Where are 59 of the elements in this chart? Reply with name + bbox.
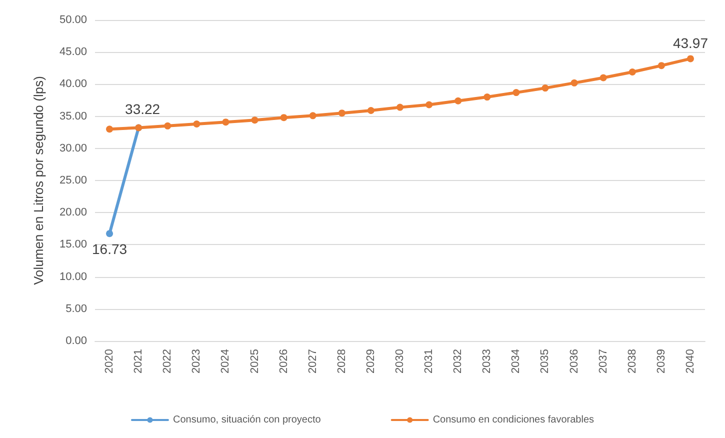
point: [512, 89, 520, 96]
point: [106, 230, 114, 238]
point: [600, 74, 607, 82]
x-tick-label: 2040: [684, 349, 696, 374]
x-tick-label: 2028: [336, 349, 348, 374]
point: [106, 126, 114, 133]
y-tick-label: 50.00: [59, 14, 87, 26]
x-tick-label: 2035: [539, 349, 552, 374]
point: [542, 84, 549, 92]
x-tick-label: 2025: [248, 349, 261, 374]
point: [193, 120, 200, 128]
point: [484, 94, 491, 101]
point: [570, 79, 578, 86]
legend-label: Consumo en condiciones favorables: [432, 414, 594, 426]
x-tick-label: 2037: [597, 349, 610, 374]
x-tick-label: 2039: [655, 349, 668, 374]
x-tick-label: 2021: [132, 349, 145, 374]
y-tick-label: 0.00: [66, 335, 87, 347]
x-tick-label: 2020: [104, 349, 116, 374]
y-tick-label: 10.00: [59, 270, 87, 283]
y-tick-label: 30.00: [59, 142, 87, 154]
point: [251, 116, 258, 124]
point: [686, 55, 694, 62]
x-tick-label: 2024: [220, 349, 232, 374]
y-tick-label: 20.00: [59, 206, 87, 219]
y-tick-label: 35.00: [59, 110, 87, 122]
x-tick-label: 2034: [510, 349, 522, 374]
point: [222, 118, 230, 126]
y-tick-label: 15.00: [59, 238, 87, 251]
x-tick-label: 2038: [626, 349, 638, 374]
point: [338, 110, 346, 117]
y-tick-label: 40.00: [59, 78, 87, 90]
x-tick-label: 2032: [452, 349, 464, 374]
point: [164, 122, 172, 130]
y-axis-title: Volumen en Litros por segundo (lps): [31, 76, 46, 285]
legend-label: Consumo, situación con proyecto: [172, 414, 322, 426]
point: [628, 68, 636, 76]
data-label: 43.97: [672, 35, 708, 52]
x-tick-label: 2027: [306, 349, 319, 374]
x-tick-label: 2030: [394, 349, 406, 374]
x-tick-label: 2033: [481, 349, 494, 374]
x-tick-label: 2023: [190, 349, 203, 374]
point: [454, 97, 462, 104]
y-tick-label: 5.00: [66, 302, 87, 315]
point: [396, 104, 404, 111]
data-label: 16.73: [92, 241, 128, 258]
point: [280, 114, 288, 122]
y-tick-label: 25.00: [59, 174, 87, 186]
x-tick-label: 2026: [278, 349, 290, 374]
x-tick-label: 2031: [423, 349, 436, 374]
x-tick-label: 2022: [162, 349, 174, 374]
x-tick-label: 2029: [364, 349, 377, 374]
point: [426, 101, 433, 108]
data-label: 33.22: [125, 101, 160, 118]
x-tick-label: 2036: [568, 349, 580, 374]
point: [658, 62, 665, 70]
point: [367, 107, 374, 114]
point: [309, 112, 316, 120]
y-tick-label: 45.00: [59, 46, 87, 58]
